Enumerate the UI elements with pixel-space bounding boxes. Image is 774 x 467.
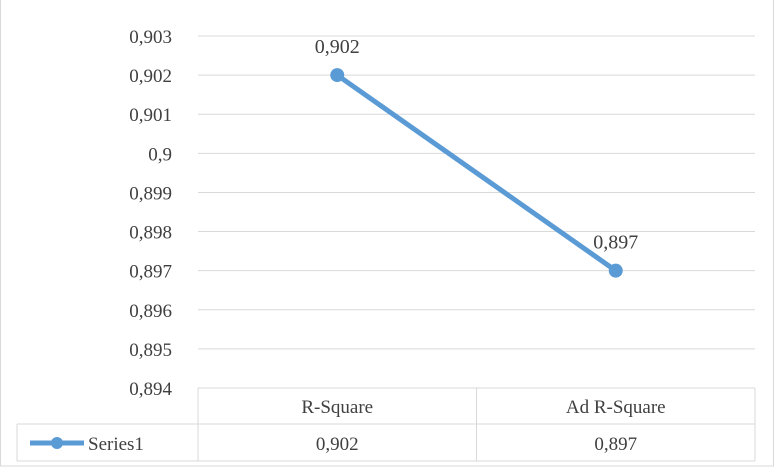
gridlines (198, 35, 755, 350)
y-tick-label: 0,898 (129, 223, 172, 244)
y-tick-label: 0,899 (129, 183, 172, 204)
y-tick-label: 0,902 (129, 66, 172, 87)
data-point (608, 263, 623, 278)
y-tick-label: 0,9 (148, 144, 172, 165)
table-value-cell: 0,897 (594, 434, 637, 455)
data-table: R-Square Ad R-Square Series1 0,902 0,897 (16, 387, 756, 462)
series-line (334, 72, 619, 274)
category-label: Ad R-Square (566, 397, 666, 418)
series-layer (330, 68, 623, 278)
y-tick-label: 0,903 (129, 27, 172, 48)
data-label: 0,902 (315, 36, 360, 58)
y-tick-label: 0,897 (129, 262, 172, 283)
legend-key-marker (51, 437, 63, 449)
y-tick-label: 0,895 (129, 340, 172, 361)
data-point (330, 68, 345, 83)
y-tick-label: 0,896 (129, 301, 172, 322)
table-value-cell: 0,902 (316, 434, 359, 455)
data-label: 0,897 (593, 232, 638, 254)
y-tick-label: 0,894 (129, 379, 172, 400)
legend-series-name: Series1 (88, 434, 144, 455)
y-axis-tick-labels: 0,903 0,902 0,901 0,9 0,899 0,898 0,897 0,896 0,… (129, 27, 172, 400)
y-tick-label: 0,901 (129, 105, 172, 126)
category-label: R-Square (301, 397, 373, 418)
data-labels: 0,902 0,897 (315, 36, 639, 254)
